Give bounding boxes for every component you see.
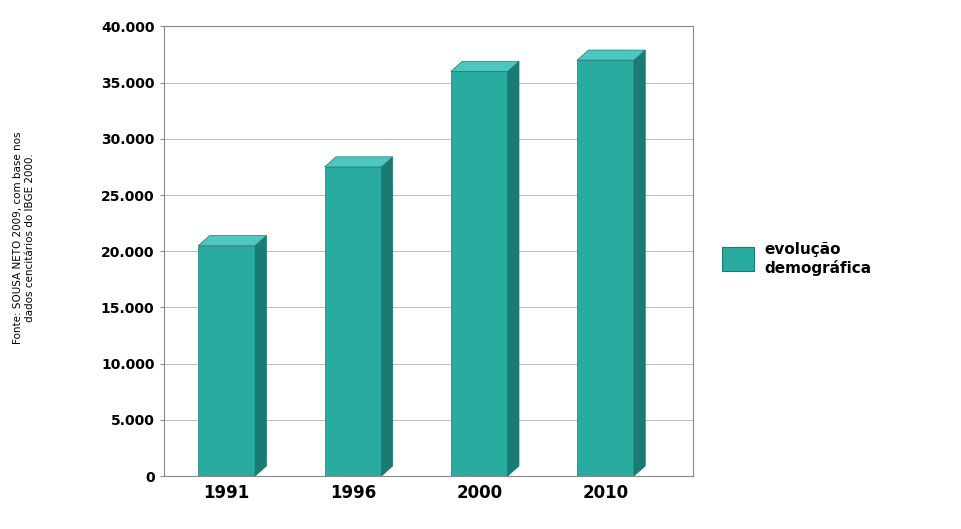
Bar [324, 167, 381, 476]
Polygon shape [507, 61, 519, 476]
Text: Fonte: SOUSA NETO 2009, com base nos
dados cencitários do IBGE 2000.: Fonte: SOUSA NETO 2009, com base nos dad… [13, 132, 35, 344]
Bar [198, 245, 255, 476]
Polygon shape [381, 157, 392, 476]
Polygon shape [324, 157, 392, 167]
Bar [451, 71, 507, 476]
Polygon shape [255, 235, 266, 476]
Polygon shape [633, 50, 645, 476]
Polygon shape [577, 50, 645, 60]
Polygon shape [451, 61, 519, 71]
Text: evolução
demográfica: evolução demográfica [764, 242, 871, 276]
Bar [577, 60, 633, 476]
Polygon shape [198, 235, 266, 245]
Bar [722, 248, 753, 271]
